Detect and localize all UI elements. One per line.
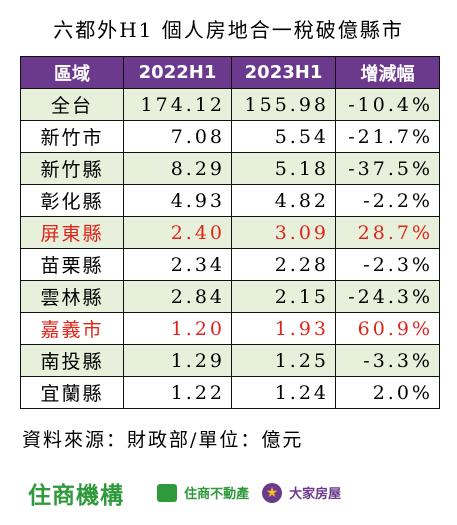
change-cell: -37.5% <box>335 152 440 185</box>
hbhousing-logo-text: 住商不動產 <box>184 487 250 502</box>
region-cell: 彰化縣 <box>20 184 124 217</box>
region-cell: 新竹市 <box>20 120 124 153</box>
table-row: 苗栗縣 2.34 2.28 -2.3% <box>20 248 440 281</box>
region-cell: 嘉義市 <box>20 312 124 345</box>
region-cell: 雲林縣 <box>20 280 124 313</box>
h1-2023-cell: 1.24 <box>231 376 336 409</box>
change-cell: -3.3% <box>335 344 440 377</box>
h1-2023-cell: 5.54 <box>231 120 336 153</box>
h1-2023-cell: 2.15 <box>231 280 336 313</box>
dajia-star-icon: ★ <box>262 482 282 503</box>
header-change: 增減幅 <box>335 56 440 89</box>
table-row: 全台 174.12 155.98 -10.4% <box>20 88 440 121</box>
source-note: 資料來源：財政部/單位：億元 <box>22 429 304 451</box>
change-cell: -24.3% <box>335 280 440 313</box>
h1-2022-cell: 8.29 <box>123 152 232 185</box>
h1-2023-cell: 2.28 <box>231 248 336 281</box>
h1-2023-cell: 5.18 <box>231 152 336 185</box>
header-region: 區域 <box>20 56 124 89</box>
h1-2022-cell: 2.40 <box>123 216 232 249</box>
table-row: 屏東縣 2.40 3.09 28.7% <box>20 216 440 249</box>
table-row: 新竹縣 8.29 5.18 -37.5% <box>20 152 440 185</box>
hbhousing-badge-icon <box>157 483 177 502</box>
table-row: 新竹市 7.08 5.54 -21.7% <box>20 120 440 153</box>
region-cell: 屏東縣 <box>20 216 124 249</box>
tax-table: 區域 2022H1 2023H1 增減幅 全台 174.12 155.98 -10.4… <box>20 56 440 409</box>
change-cell: -2.2% <box>335 184 440 217</box>
page-title: 六都外H1 個人房地合一稅破億縣市 <box>53 18 404 42</box>
change-cell: -10.4% <box>335 88 440 121</box>
h1-2022-cell: 1.20 <box>123 312 232 345</box>
dajia-logo: ★ 大家房屋 <box>262 482 341 504</box>
h1-2022-cell: 1.29 <box>123 344 232 377</box>
change-cell: -2.3% <box>335 248 440 281</box>
h1-2022-cell: 7.08 <box>123 120 232 153</box>
region-cell: 新竹縣 <box>20 152 124 185</box>
change-cell: 28.7% <box>335 216 440 249</box>
h1-2022-cell: 1.22 <box>123 376 232 409</box>
table-row: 宜蘭縣 1.22 1.24 2.0% <box>20 376 440 409</box>
change-cell: 60.9% <box>335 312 440 345</box>
table-row: 雲林縣 2.84 2.15 -24.3% <box>20 280 440 313</box>
h1-2022-cell: 2.84 <box>123 280 232 313</box>
change-cell: -21.7% <box>335 120 440 153</box>
table-row: 彰化縣 4.93 4.82 -2.2% <box>20 184 440 217</box>
header-2023h1: 2023H1 <box>231 56 336 89</box>
region-cell: 全台 <box>20 88 124 121</box>
table-row: 嘉義市 1.20 1.93 60.9% <box>20 312 440 345</box>
table-header-row: 區域 2022H1 2023H1 增減幅 <box>20 56 440 89</box>
change-cell: 2.0% <box>335 376 440 409</box>
h1-2023-cell: 4.82 <box>231 184 336 217</box>
h1-2023-cell: 1.93 <box>231 312 336 345</box>
h1-2023-cell: 3.09 <box>231 216 336 249</box>
region-cell: 宜蘭縣 <box>20 376 124 409</box>
dajia-logo-text: 大家房屋 <box>289 487 342 502</box>
table-row: 南投縣 1.29 1.25 -3.3% <box>20 344 440 377</box>
hbhousing-logo: 住商不動產 <box>157 482 249 504</box>
h1-2023-cell: 155.98 <box>231 88 336 121</box>
h1-2022-cell: 4.93 <box>123 184 232 217</box>
h1-2022-cell: 2.34 <box>123 248 232 281</box>
sinyi-group-logo: 住商機構 <box>28 483 124 509</box>
header-2022h1: 2022H1 <box>123 56 232 89</box>
h1-2022-cell: 174.12 <box>123 88 232 121</box>
table-body: 全台 174.12 155.98 -10.4% 新竹市 7.08 5.54 -21.7% 新竹縣… <box>20 88 440 409</box>
region-cell: 南投縣 <box>20 344 124 377</box>
region-cell: 苗栗縣 <box>20 248 124 281</box>
h1-2023-cell: 1.25 <box>231 344 336 377</box>
logo-bar: 住商機構 住商不動產 ★ 大家房屋 <box>22 476 442 510</box>
